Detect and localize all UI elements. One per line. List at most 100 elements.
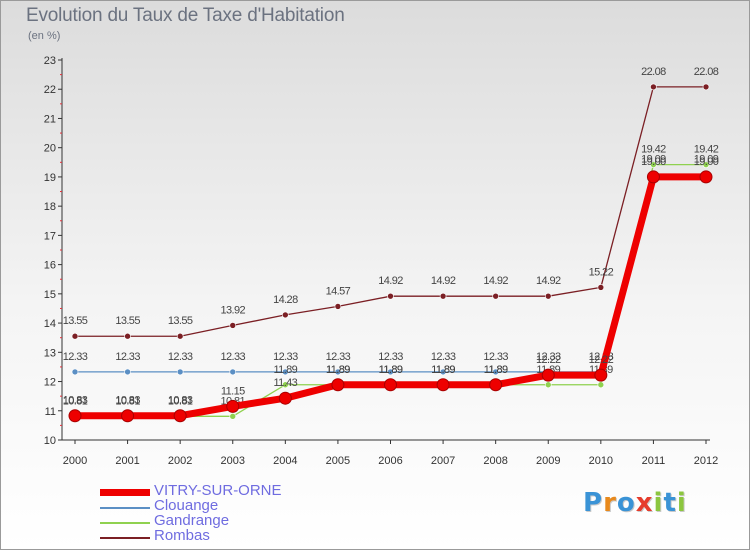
- data-label: 14.92: [431, 275, 456, 287]
- y-tick-label: 12: [44, 377, 56, 389]
- data-label: 12.33: [378, 351, 403, 363]
- data-label: 14.92: [483, 275, 508, 287]
- data-label: 12.33: [483, 351, 508, 363]
- data-point: [489, 378, 503, 392]
- x-tick-label: 2004: [273, 455, 297, 467]
- data-point: [229, 322, 237, 329]
- data-label: 12.33: [115, 351, 140, 363]
- data-label: 11.15: [221, 385, 245, 397]
- data-point: [282, 368, 289, 376]
- y-tick-label: 18: [44, 201, 56, 213]
- data-label: 11.89: [431, 364, 455, 376]
- x-tick-label: 2002: [168, 455, 192, 467]
- data-label: 11.89: [326, 364, 350, 376]
- data-label: 13.55: [115, 315, 140, 327]
- data-point: [229, 368, 237, 376]
- data-label: 11.89: [273, 364, 297, 376]
- data-point: [282, 381, 289, 389]
- x-tick-label: 2010: [589, 455, 613, 467]
- data-point: [541, 368, 555, 382]
- data-point: [436, 378, 450, 392]
- y-tick-label: 16: [44, 260, 56, 272]
- data-label: 14.92: [536, 275, 561, 287]
- data-label: 12.22: [536, 354, 561, 366]
- legend-swatch: [100, 537, 150, 539]
- data-point: [71, 368, 79, 376]
- x-tick-label: 2005: [326, 455, 350, 467]
- chart-subtitle: (en %): [28, 30, 61, 42]
- x-tick-label: 2006: [378, 455, 402, 467]
- x-tick-label: 2001: [115, 455, 139, 467]
- data-label: 12.22: [589, 354, 614, 366]
- data-point: [68, 409, 82, 423]
- data-label: 14.57: [326, 285, 351, 297]
- chart-title: Evolution du Taux de Taxe d'Habitation: [26, 5, 345, 26]
- data-point: [278, 391, 292, 405]
- data-label: 11.89: [326, 364, 350, 376]
- legend-swatch: [100, 507, 150, 509]
- data-point: [121, 409, 135, 423]
- x-tick-label: 2009: [536, 455, 560, 467]
- data-label: 11.89: [379, 364, 403, 376]
- data-point: [597, 381, 605, 389]
- data-label: 19.00: [694, 156, 719, 168]
- y-tick-label: 15: [44, 289, 56, 301]
- x-tick-label: 2011: [642, 455, 666, 467]
- data-point: [439, 368, 447, 376]
- data-point: [71, 332, 79, 340]
- data-label: 10.81: [115, 395, 140, 407]
- data-label: 22.08: [694, 66, 719, 78]
- data-point: [331, 378, 345, 392]
- legend-label: Rombas: [154, 527, 210, 544]
- y-tick-label: 21: [44, 113, 56, 125]
- data-point: [650, 83, 657, 91]
- data-label: 19.42: [641, 144, 666, 156]
- legend-swatch: [100, 489, 150, 496]
- data-label: 14.28: [273, 294, 298, 306]
- data-label: 15.22: [589, 266, 614, 278]
- proxiti-logo: Proxiti: [583, 488, 687, 518]
- data-label: 14.92: [378, 275, 403, 287]
- y-tick-label: 20: [44, 143, 56, 155]
- data-label: 12.33: [536, 351, 561, 363]
- data-point: [646, 170, 660, 184]
- data-point: [384, 378, 397, 392]
- data-point: [702, 161, 710, 168]
- data-point: [699, 170, 713, 184]
- data-label: 12.33: [63, 351, 88, 363]
- data-point: [594, 368, 608, 382]
- legend-label: Clouange: [154, 497, 219, 514]
- x-tick-label: 2003: [221, 455, 245, 467]
- data-label: 10.83: [115, 395, 140, 407]
- data-label: 13.92: [220, 304, 245, 316]
- data-label: 11.43: [273, 377, 297, 389]
- x-tick-label: 2007: [431, 455, 455, 467]
- data-point: [597, 284, 605, 291]
- data-label: 10.83: [168, 395, 193, 407]
- data-point: [387, 368, 394, 376]
- data-label: 13.55: [168, 315, 193, 327]
- data-label: 12.33: [168, 351, 193, 363]
- data-label: 12.33: [273, 351, 298, 363]
- y-tick-label: 10: [44, 435, 56, 447]
- legend-swatch: [100, 522, 150, 524]
- x-tick-label: 2012: [694, 455, 718, 467]
- data-point: [176, 368, 184, 376]
- data-label: 12.33: [220, 351, 245, 363]
- data-point: [334, 303, 342, 310]
- data-point: [282, 311, 289, 319]
- data-point: [702, 83, 710, 91]
- data-point: [124, 368, 131, 376]
- y-tick-label: 13: [44, 347, 56, 359]
- data-label: 19.09: [694, 153, 719, 165]
- data-label: 10.81: [168, 395, 193, 407]
- y-tick-label: 23: [44, 55, 56, 67]
- data-point: [229, 413, 237, 420]
- data-label: 11.89: [484, 364, 508, 376]
- y-tick-label: 22: [44, 84, 56, 96]
- data-point: [176, 332, 184, 340]
- data-point: [226, 399, 240, 413]
- y-tick-label: 14: [44, 318, 56, 330]
- data-point: [544, 292, 552, 300]
